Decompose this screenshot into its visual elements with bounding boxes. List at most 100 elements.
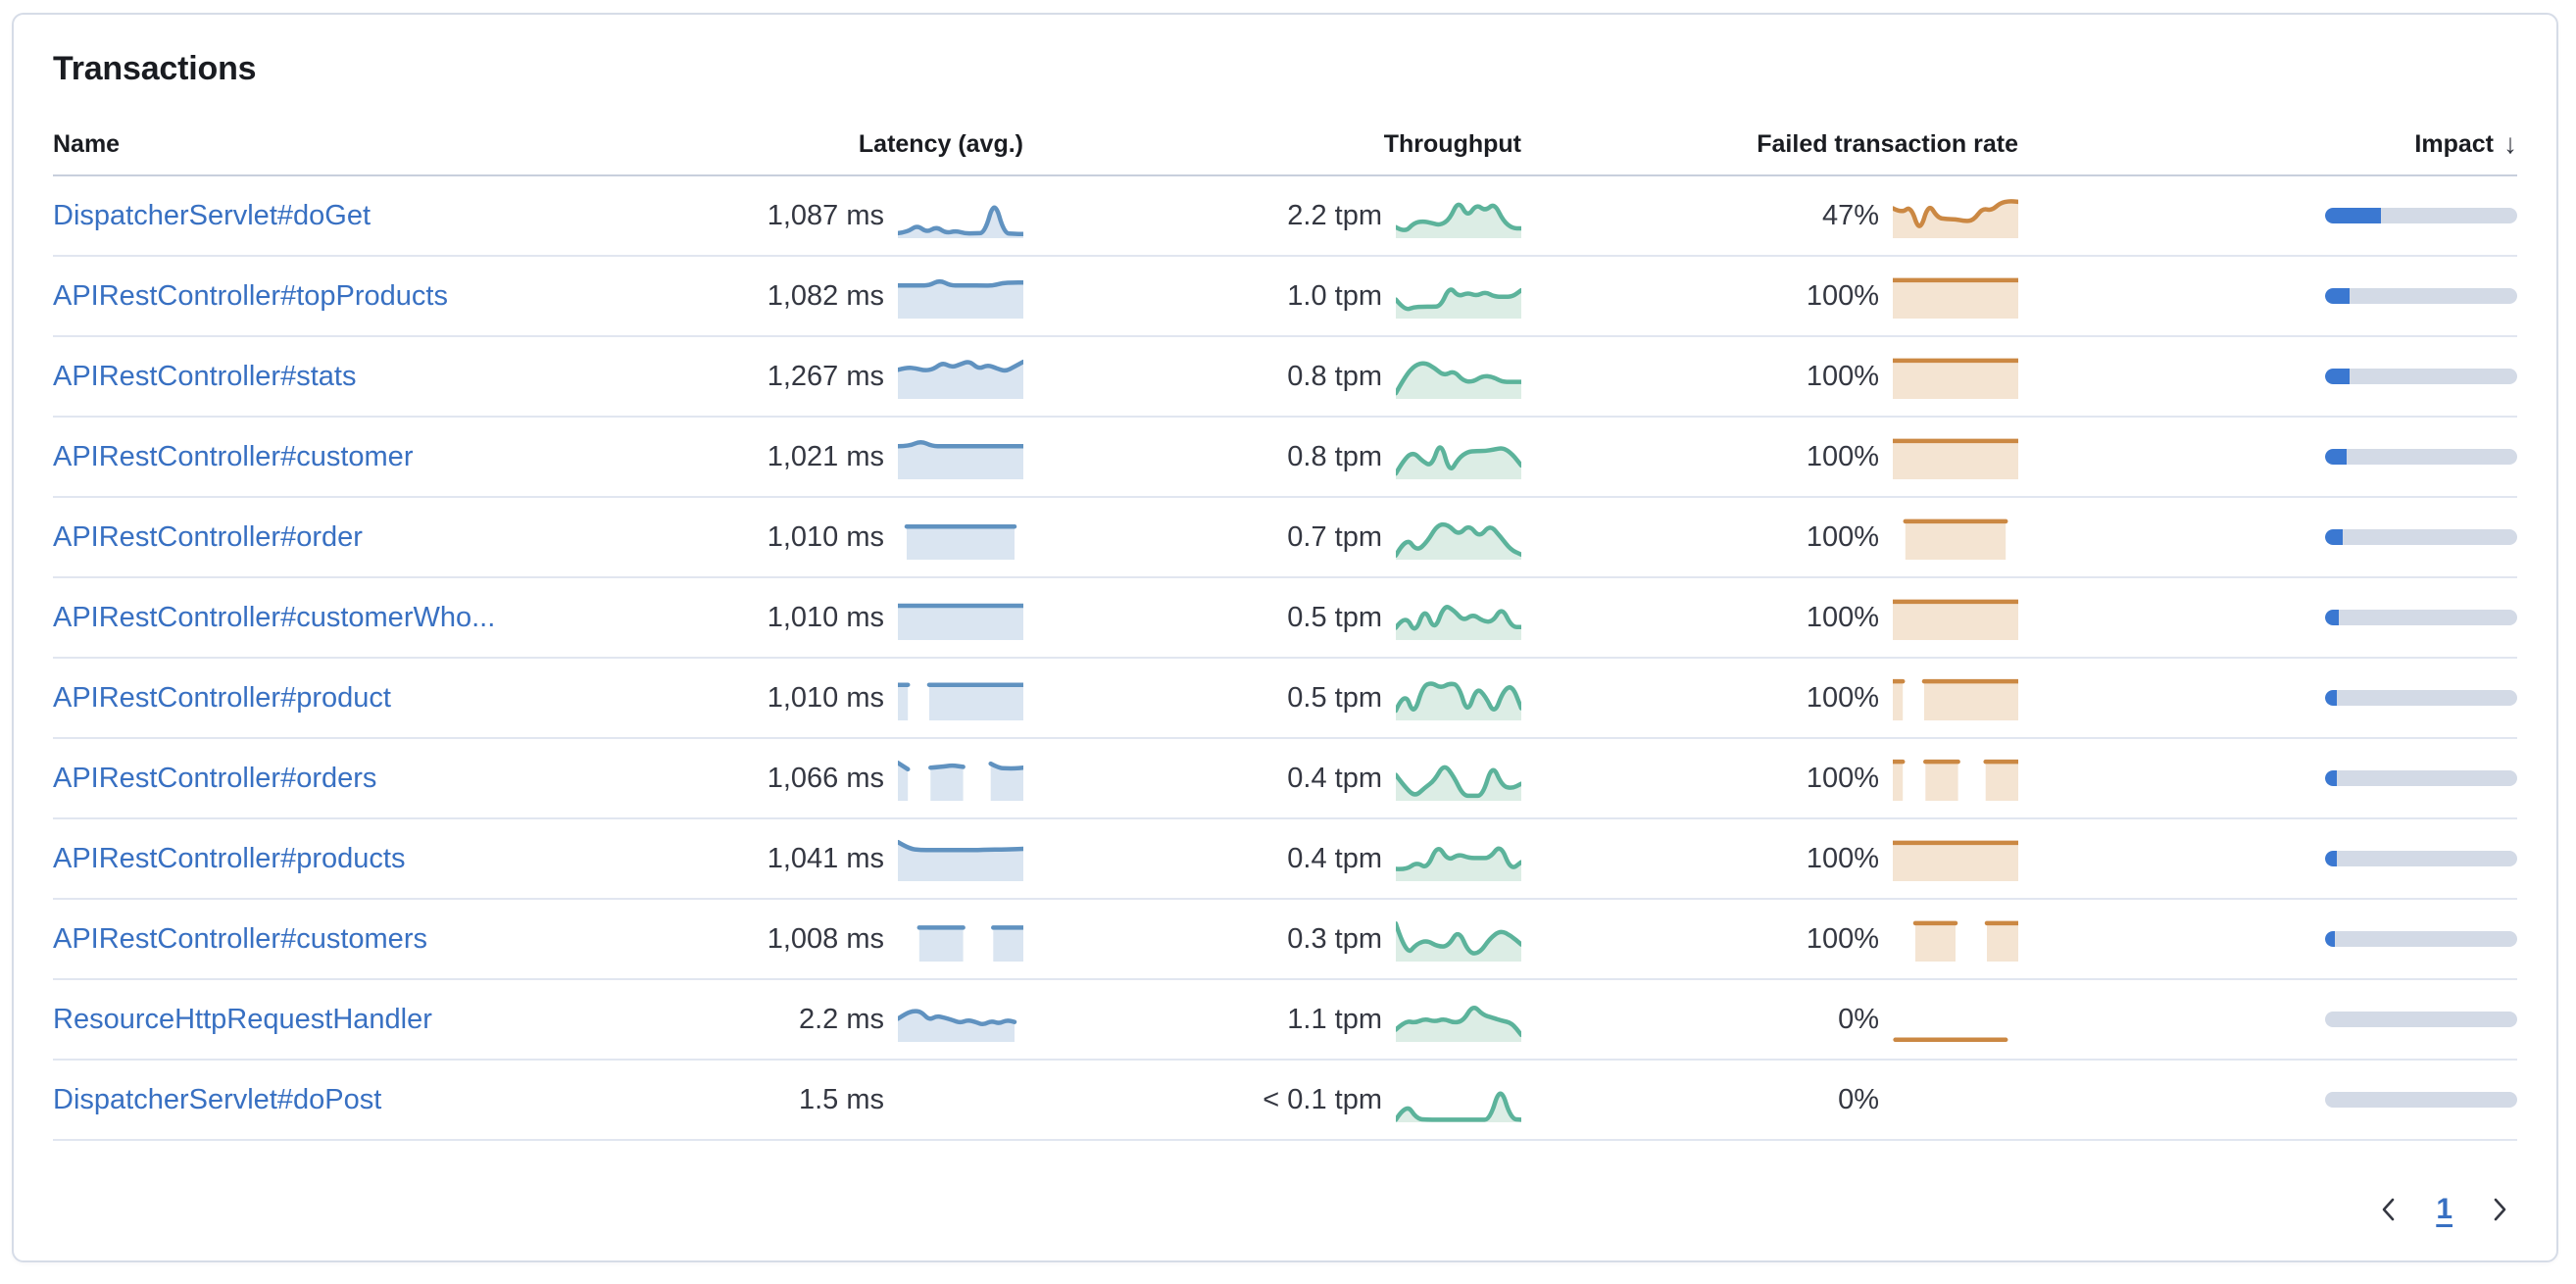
table-row: DispatcherServlet#doGet1,087 ms2.2 tpm47… — [53, 176, 2517, 257]
throughput-sparkline — [1396, 915, 1521, 963]
failed-rate-value: 100% — [1807, 923, 1879, 956]
throughput-sparkline — [1396, 996, 1521, 1043]
transaction-name-link[interactable]: APIRestController#customer — [53, 441, 665, 473]
failed-rate-value: 100% — [1807, 682, 1879, 715]
transaction-name-link[interactable]: APIRestController#customers — [53, 923, 665, 956]
throughput-value: 1.1 tpm — [1287, 1004, 1382, 1036]
latency-sparkline — [898, 594, 1023, 641]
latency-sparkline — [898, 835, 1023, 882]
column-header-failed-rate[interactable]: Failed transaction rate — [1521, 130, 2018, 159]
transaction-name-link[interactable]: APIRestController#customerWho... — [53, 602, 665, 634]
failed-rate-sparkline — [1893, 674, 2018, 721]
latency-sparkline — [898, 915, 1023, 963]
failed-rate-value: 100% — [1807, 361, 1879, 393]
next-page-button[interactable] — [2482, 1192, 2517, 1227]
impact-bar-fill — [2325, 529, 2343, 545]
chevron-left-icon — [2374, 1195, 2403, 1224]
failed-rate-value: 100% — [1807, 280, 1879, 313]
impact-bar — [2325, 529, 2517, 545]
table-row: APIRestController#product1,010 ms0.5 tpm… — [53, 659, 2517, 739]
throughput-value: 2.2 tpm — [1287, 200, 1382, 232]
table-body: DispatcherServlet#doGet1,087 ms2.2 tpm47… — [53, 176, 2517, 1141]
transaction-name-link[interactable]: ResourceHttpRequestHandler — [53, 1004, 665, 1036]
latency-value: 1,010 ms — [768, 521, 884, 554]
latency-value: 1,087 ms — [768, 200, 884, 232]
latency-sparkline — [898, 433, 1023, 480]
table-row: APIRestController#order1,010 ms0.7 tpm10… — [53, 498, 2517, 578]
impact-bar-fill — [2325, 288, 2350, 304]
failed-rate-sparkline — [1893, 594, 2018, 641]
latency-value: 2.2 ms — [799, 1004, 884, 1036]
column-header-name[interactable]: Name — [53, 130, 665, 159]
table-row: ResourceHttpRequestHandler 2.2 ms 1.1 tpm 0… — [53, 980, 2517, 1061]
throughput-sparkline — [1396, 514, 1521, 561]
failed-rate-sparkline — [1893, 755, 2018, 802]
throughput-sparkline — [1396, 1076, 1521, 1123]
throughput-value: 0.5 tpm — [1287, 682, 1382, 715]
throughput-sparkline — [1396, 674, 1521, 721]
latency-sparkline — [898, 514, 1023, 561]
table-row: APIRestController#orders1,066 ms0.4 tpm1… — [53, 739, 2517, 819]
failed-rate-value: 100% — [1807, 521, 1879, 554]
impact-bar — [2325, 931, 2517, 947]
chevron-right-icon — [2485, 1195, 2514, 1224]
table-row: APIRestController#customer1,021 ms0.8 tp… — [53, 418, 2517, 498]
panel-title: Transactions — [53, 50, 2517, 88]
throughput-value: 0.4 tpm — [1287, 763, 1382, 795]
table-row: APIRestController#customerWho... 1,010 ms… — [53, 578, 2517, 659]
impact-bar — [2325, 369, 2517, 384]
transaction-name-link[interactable]: APIRestController#topProducts — [53, 280, 665, 313]
impact-bar — [2325, 851, 2517, 866]
failed-rate-sparkline — [1893, 915, 2018, 963]
previous-page-button[interactable] — [2371, 1192, 2406, 1227]
transaction-name-link[interactable]: APIRestController#stats — [53, 361, 665, 393]
throughput-value: 0.3 tpm — [1287, 923, 1382, 956]
impact-bar — [2325, 1092, 2517, 1108]
latency-sparkline — [898, 996, 1023, 1043]
transactions-panel: Transactions Name Latency (avg.) Through… — [12, 13, 2558, 1262]
pagination: 1 — [2371, 1159, 2517, 1260]
throughput-value: 0.8 tpm — [1287, 441, 1382, 473]
latency-value: 1,008 ms — [768, 923, 884, 956]
transaction-name-link[interactable]: APIRestController#product — [53, 682, 665, 715]
failed-rate-value: 100% — [1807, 843, 1879, 875]
throughput-sparkline — [1396, 353, 1521, 400]
impact-bar — [2325, 208, 2517, 223]
transaction-name-link[interactable]: DispatcherServlet#doGet — [53, 200, 665, 232]
table-header-row: Name Latency (avg.) Throughput Failed tr… — [53, 114, 2517, 176]
sort-descending-icon: ↓ — [2503, 128, 2517, 160]
latency-sparkline — [898, 353, 1023, 400]
failed-rate-sparkline — [1893, 996, 2018, 1043]
impact-bar-fill — [2325, 369, 2350, 384]
transaction-name-link[interactable]: DispatcherServlet#doPost — [53, 1084, 665, 1116]
table-row: APIRestController#customers 1,008 ms 0.3 t… — [53, 900, 2517, 980]
column-header-throughput[interactable]: Throughput — [1023, 130, 1521, 159]
latency-value: 1,010 ms — [768, 602, 884, 634]
failed-rate-value: 0% — [1838, 1004, 1879, 1036]
failed-rate-value: 0% — [1838, 1084, 1879, 1116]
page-number-1[interactable]: 1 — [2436, 1193, 2452, 1226]
transaction-name-link[interactable]: APIRestController#products — [53, 843, 665, 875]
latency-sparkline — [898, 674, 1023, 721]
transaction-name-link[interactable]: APIRestController#orders — [53, 763, 665, 795]
failed-rate-sparkline — [1893, 433, 2018, 480]
latency-value: 1,082 ms — [768, 280, 884, 313]
impact-bar-fill — [2325, 208, 2381, 223]
column-header-latency[interactable]: Latency (avg.) — [665, 130, 1023, 159]
failed-rate-sparkline — [1893, 514, 2018, 561]
throughput-value: 1.0 tpm — [1287, 280, 1382, 313]
throughput-sparkline — [1396, 755, 1521, 802]
latency-value: 1,066 ms — [768, 763, 884, 795]
table-row: DispatcherServlet#doPost 1.5 ms < 0.1 tpm 0… — [53, 1061, 2517, 1141]
throughput-sparkline — [1396, 192, 1521, 239]
column-header-impact-label: Impact — [2414, 130, 2494, 159]
throughput-value: 0.8 tpm — [1287, 361, 1382, 393]
latency-value: 1.5 ms — [799, 1084, 884, 1116]
column-header-impact[interactable]: Impact ↓ — [2018, 128, 2517, 160]
throughput-value: < 0.1 tpm — [1263, 1084, 1382, 1116]
throughput-sparkline — [1396, 433, 1521, 480]
impact-bar — [2325, 690, 2517, 706]
throughput-sparkline — [1396, 594, 1521, 641]
transaction-name-link[interactable]: APIRestController#order — [53, 521, 665, 554]
latency-value: 1,041 ms — [768, 843, 884, 875]
